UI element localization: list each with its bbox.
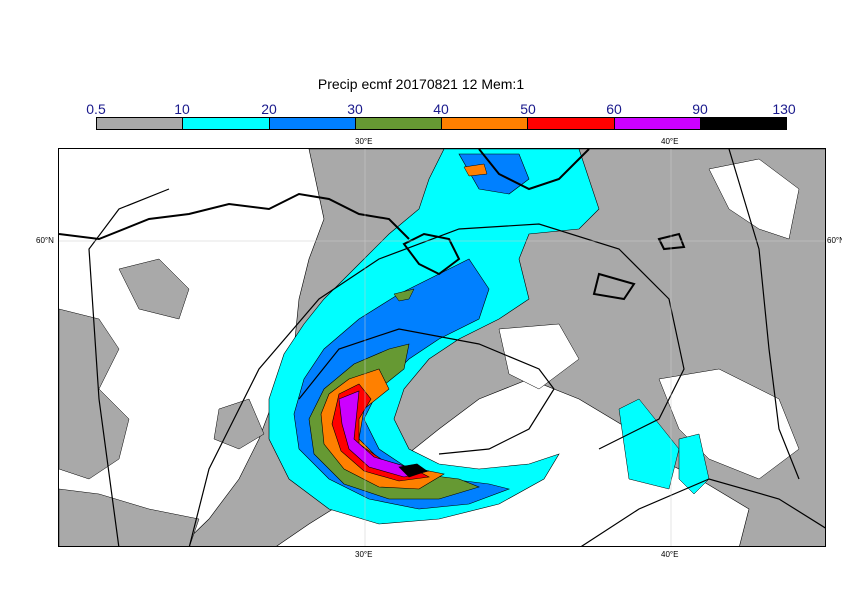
dry-patch-southeast [658, 368, 800, 480]
precip-area-orange-north [463, 163, 488, 177]
colorbar [96, 117, 787, 130]
lon-label-top-40e: 40°E [661, 137, 679, 146]
precip-area-gray-west-4 [213, 398, 265, 450]
dry-patch-east [708, 158, 800, 240]
colorbar-label-0.5: 0.5 [86, 101, 106, 117]
coastline-lakes-east [592, 232, 686, 301]
contour-line-east [580, 478, 825, 546]
precip-area-gray-west-3 [118, 258, 190, 320]
contour-line-outer [88, 188, 170, 546]
precipitation-map [58, 148, 826, 547]
colorbar-label-60: 60 [606, 101, 622, 117]
colorbar-segment-8 [700, 118, 786, 129]
contour-line-arc-1 [188, 223, 685, 546]
colorbar-segment-2 [183, 118, 270, 129]
precip-area-cyan-streak-1 [618, 398, 680, 490]
precip-area-black [398, 463, 428, 478]
lat-label-right-60n: 60°N [827, 236, 842, 245]
colorbar-label-40: 40 [433, 101, 449, 117]
colorbar-label-130: 130 [772, 101, 796, 117]
colorbar-label-20: 20 [261, 101, 277, 117]
dry-patch-center [498, 323, 580, 390]
precip-area-green-north [393, 288, 415, 302]
colorbar-segment-6 [528, 118, 615, 129]
colorbar-segment-7 [614, 118, 701, 129]
precip-area-gray-west-1 [59, 308, 130, 480]
border-line-east [728, 149, 800, 480]
colorbar-label-30: 30 [347, 101, 363, 117]
colorbar-segment-1 [97, 118, 184, 129]
colorbar-segment-3 [269, 118, 356, 129]
colorbar-segment-5 [442, 118, 529, 129]
colorbar-label-10: 10 [174, 101, 190, 117]
contour-line-arc-2 [298, 328, 555, 455]
colorbar-label-90: 90 [692, 101, 708, 117]
map-canvas [59, 149, 825, 546]
colorbar-segment-4 [355, 118, 442, 129]
coastline-finland [59, 192, 410, 241]
precip-area-cyan-streak-2 [678, 433, 710, 495]
lat-label-left-60n: 60°N [36, 236, 54, 245]
lon-label-top-30e: 30°E [355, 137, 373, 146]
coastline-lake-ladoga [402, 232, 461, 276]
colorbar-label-50: 50 [520, 101, 536, 117]
chart-title: Precip ecmf 20170821 12 Mem:1 [317, 76, 525, 92]
precip-area-gray-west-2 [59, 488, 200, 546]
coastline-white-sea [478, 149, 590, 191]
lon-label-bottom-40e: 40°E [661, 550, 679, 559]
lon-label-bottom-30e: 30°E [355, 550, 373, 559]
